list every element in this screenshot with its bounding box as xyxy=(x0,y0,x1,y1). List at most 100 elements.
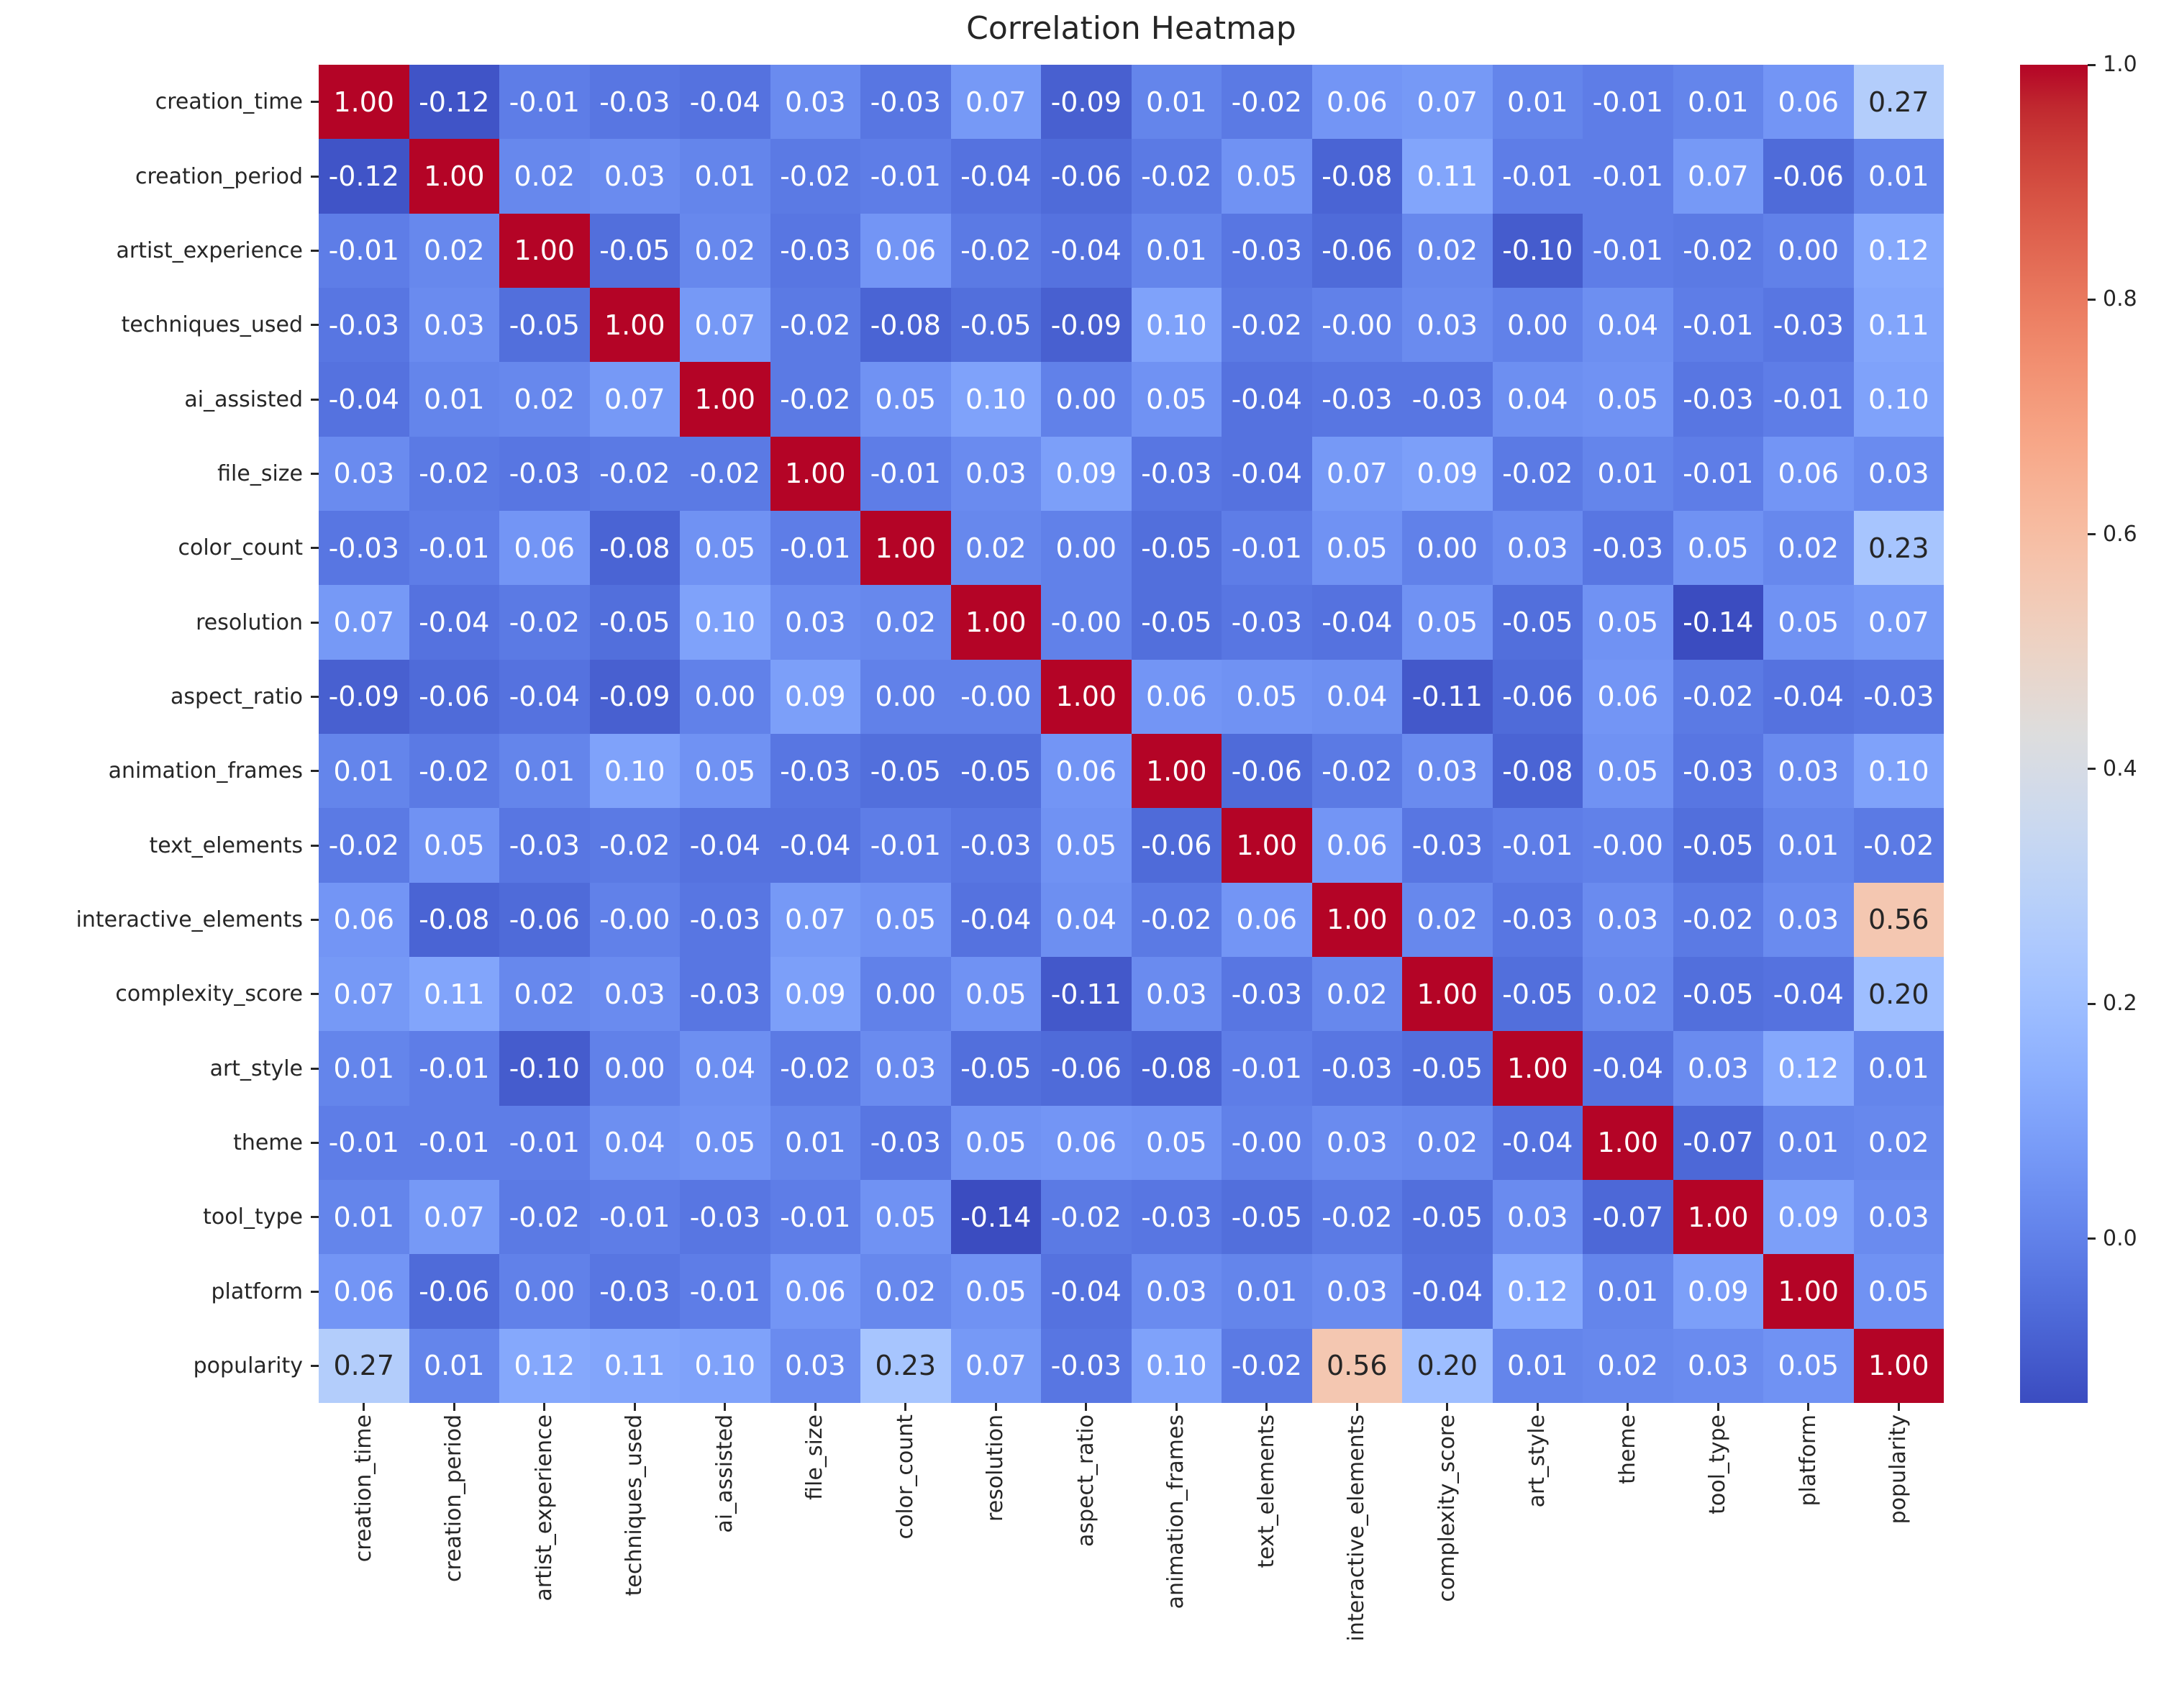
heatmap-cell: -0.01 xyxy=(1222,511,1312,586)
heatmap-cell: 0.02 xyxy=(1402,882,1493,957)
heatmap-cell: 0.05 xyxy=(680,511,770,586)
heatmap-cell: -0.03 xyxy=(680,957,770,1032)
heatmap-cell: 0.09 xyxy=(1402,436,1493,511)
heatmap-cell: 1.00 xyxy=(1402,957,1493,1032)
heatmap-cell: -0.04 xyxy=(1222,436,1312,511)
heatmap-cell: -0.01 xyxy=(499,1105,590,1180)
y-tick-mark xyxy=(311,918,319,921)
heatmap-cell: -0.04 xyxy=(1583,1031,1673,1106)
heatmap-cell: 0.09 xyxy=(1763,1180,1854,1255)
heatmap-cell: -0.01 xyxy=(1492,139,1583,214)
heatmap-cell: 0.00 xyxy=(1763,213,1854,288)
heatmap-cell: 0.05 xyxy=(950,1254,1041,1329)
heatmap-cell: 0.03 xyxy=(770,585,860,660)
heatmap-cell: -0.05 xyxy=(950,288,1041,363)
y-tick-mark xyxy=(311,249,319,252)
heatmap-cell: 0.10 xyxy=(1131,1328,1222,1403)
y-tick-mark xyxy=(311,398,319,401)
heatmap-cell: 0.00 xyxy=(1402,511,1493,586)
heatmap-cell: 0.20 xyxy=(1853,957,1944,1032)
heatmap-cell: -0.05 xyxy=(1673,808,1763,883)
heatmap-cell: -0.03 xyxy=(860,1105,951,1180)
heatmap-cell: 0.02 xyxy=(1402,1105,1493,1180)
heatmap-cell: -0.05 xyxy=(950,734,1041,809)
heatmap-cell: -0.01 xyxy=(1673,436,1763,511)
heatmap-cell: -0.04 xyxy=(770,808,860,883)
heatmap-cell: 0.12 xyxy=(1763,1031,1854,1106)
heatmap-cell: 0.06 xyxy=(319,1254,409,1329)
heatmap-cell: -0.01 xyxy=(1583,139,1673,214)
heatmap-cell: -0.03 xyxy=(499,808,590,883)
heatmap-cell: -0.05 xyxy=(1222,1180,1312,1255)
heatmap-cell: 1.00 xyxy=(1222,808,1312,883)
heatmap-cell: 0.03 xyxy=(1763,882,1854,957)
heatmap-cell: 0.05 xyxy=(1763,1328,1854,1403)
heatmap-cell: 0.10 xyxy=(1853,362,1944,437)
heatmap-cell: 0.02 xyxy=(499,957,590,1032)
heatmap-cell: -0.04 xyxy=(680,808,770,883)
heatmap-cell: 0.02 xyxy=(499,139,590,214)
heatmap-cell: 1.00 xyxy=(680,362,770,437)
heatmap-cell: -0.02 xyxy=(1131,882,1222,957)
heatmap-cell: 0.01 xyxy=(1853,1031,1944,1106)
heatmap-cell: 0.05 xyxy=(680,734,770,809)
heatmap-cell: -0.01 xyxy=(1583,213,1673,288)
heatmap-cell: -0.03 xyxy=(1492,882,1583,957)
y-tick-label: platform xyxy=(211,1278,303,1304)
heatmap-cell: 0.05 xyxy=(680,1105,770,1180)
heatmap-cell: 0.11 xyxy=(589,1328,680,1403)
heatmap-cell: 0.00 xyxy=(1041,511,1132,586)
heatmap-cell: -0.11 xyxy=(1402,659,1493,734)
heatmap-cell: -0.01 xyxy=(860,808,951,883)
heatmap-cell: -0.00 xyxy=(1041,585,1132,660)
heatmap-cell: 0.05 xyxy=(1853,1254,1944,1329)
heatmap-cell: 0.05 xyxy=(1673,511,1763,586)
x-tick-mark xyxy=(1807,1403,1810,1411)
y-tick-mark xyxy=(311,695,319,698)
heatmap-cell: -0.02 xyxy=(770,1031,860,1106)
heatmap-cell: -0.04 xyxy=(1402,1254,1493,1329)
heatmap-cell: 0.05 xyxy=(1402,585,1493,660)
heatmap-cell: -0.06 xyxy=(1492,659,1583,734)
heatmap-cell: -0.05 xyxy=(860,734,951,809)
y-tick-label: techniques_used xyxy=(121,312,303,338)
heatmap-cell: -0.08 xyxy=(409,882,499,957)
heatmap-cell: 0.07 xyxy=(409,1180,499,1255)
heatmap-cell: 0.03 xyxy=(1492,511,1583,586)
heatmap-cell: -0.00 xyxy=(950,659,1041,734)
heatmap-cell: 0.04 xyxy=(1041,882,1132,957)
heatmap-cell: -0.08 xyxy=(1492,734,1583,809)
colorbar-tick-mark xyxy=(2088,768,2096,771)
heatmap-cell: 0.01 xyxy=(1583,436,1673,511)
y-tick-label: animation_frames xyxy=(108,758,303,784)
heatmap-cell: -0.03 xyxy=(770,213,860,288)
heatmap-cell: 0.03 xyxy=(1492,1180,1583,1255)
heatmap-cell: 0.01 xyxy=(1131,65,1222,140)
x-tick-mark xyxy=(814,1403,817,1411)
heatmap-cell: 0.06 xyxy=(499,511,590,586)
heatmap-cell: 0.05 xyxy=(409,808,499,883)
colorbar-tick-label: 0.2 xyxy=(2103,991,2137,1017)
heatmap-cell: 0.07 xyxy=(319,585,409,660)
heatmap-cell: -0.09 xyxy=(589,659,680,734)
heatmap-cell: 0.01 xyxy=(1492,65,1583,140)
heatmap-cell: -0.03 xyxy=(1041,1328,1132,1403)
heatmap-cell: 0.02 xyxy=(409,213,499,288)
heatmap-cell: -0.05 xyxy=(1402,1180,1493,1255)
heatmap-cell: -0.03 xyxy=(860,65,951,140)
heatmap-cell: 0.11 xyxy=(409,957,499,1032)
heatmap-cell: 0.03 xyxy=(1583,882,1673,957)
heatmap-cell: 0.02 xyxy=(1583,1328,1673,1403)
heatmap-cell: -0.01 xyxy=(589,1180,680,1255)
y-tick-mark xyxy=(311,324,319,327)
y-tick-mark xyxy=(311,472,319,475)
heatmap-cell: 0.06 xyxy=(860,213,951,288)
x-tick-mark xyxy=(452,1403,455,1411)
heatmap-cell: 1.00 xyxy=(409,139,499,214)
heatmap-cell: -0.01 xyxy=(409,1031,499,1106)
heatmap-cell: 0.03 xyxy=(1311,1254,1402,1329)
y-tick-mark xyxy=(311,844,319,847)
heatmap-cell: -0.02 xyxy=(1222,1328,1312,1403)
heatmap-cell: 1.00 xyxy=(1311,882,1402,957)
heatmap-cell: 0.11 xyxy=(1402,139,1493,214)
